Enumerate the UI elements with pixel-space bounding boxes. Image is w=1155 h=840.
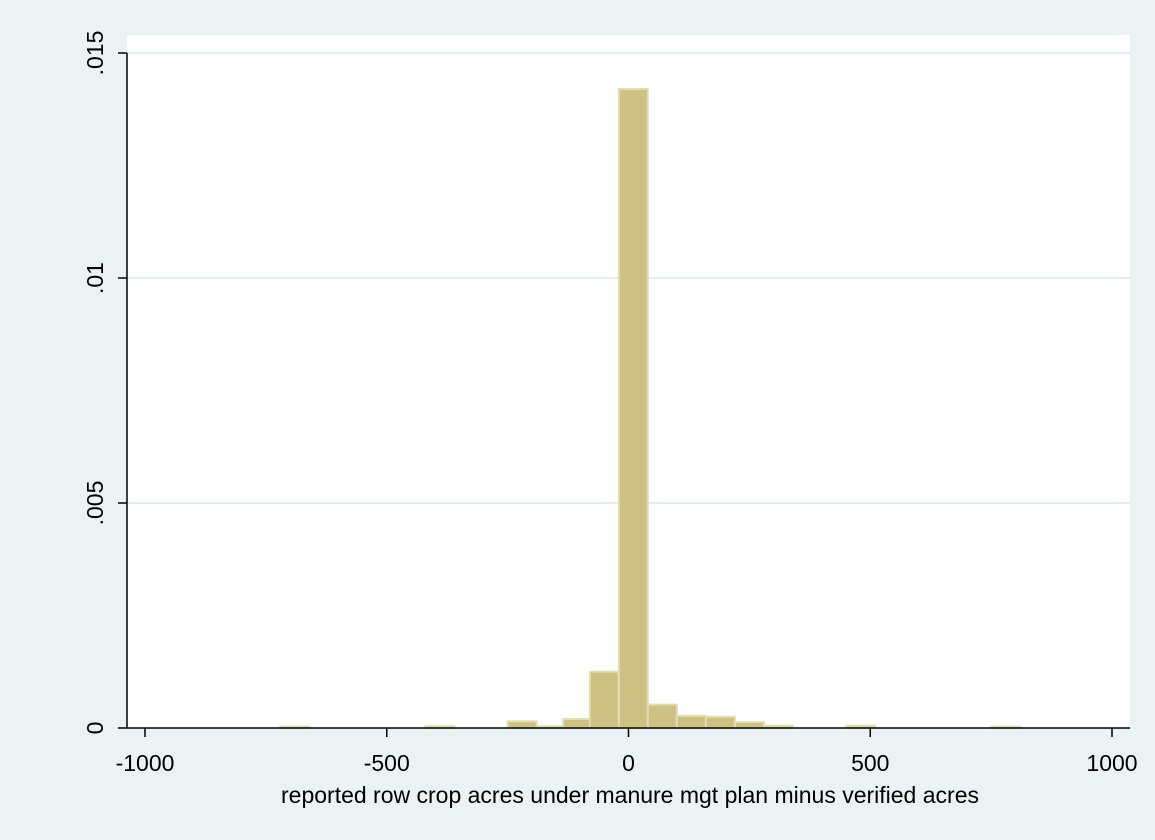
x-tick-label: 500 — [851, 750, 889, 776]
histogram-bar — [617, 88, 649, 729]
histogram-bar — [675, 714, 707, 729]
x-tick-label: -1000 — [116, 750, 175, 776]
histogram-bar — [588, 670, 620, 729]
x-tick-label: 1000 — [1086, 750, 1137, 776]
x-tick-label: -500 — [364, 750, 410, 776]
x-tick-label: 0 — [622, 750, 635, 776]
histogram-bar — [733, 721, 765, 730]
histogram-bar — [646, 703, 678, 729]
histogram-bar — [506, 720, 538, 729]
y-tick-label: .015 — [82, 31, 108, 76]
x-axis-title: reported row crop acres under manure mgt… — [281, 782, 979, 808]
y-tick-label: 0 — [82, 722, 108, 735]
histogram-bar — [704, 715, 736, 729]
y-tick-label: .01 — [82, 262, 108, 294]
y-tick-label: .005 — [82, 481, 108, 526]
histogram-bar — [562, 718, 591, 729]
